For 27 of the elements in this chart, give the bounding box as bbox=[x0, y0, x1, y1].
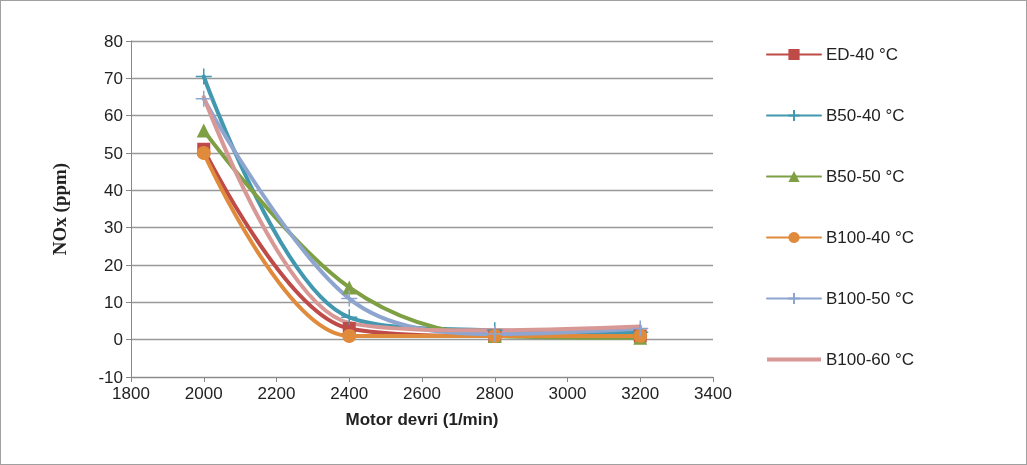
legend-label: ED-40 °C bbox=[826, 45, 898, 64]
x-tick-label: 2200 bbox=[257, 384, 296, 403]
legend-label: B50-50 °C bbox=[826, 167, 905, 186]
x-tick-label: 2400 bbox=[330, 384, 369, 403]
x-tick-label: 1800 bbox=[112, 384, 150, 403]
x-tick-label: 3000 bbox=[548, 384, 587, 403]
y-tick-label: 0 bbox=[113, 330, 123, 350]
y-axis-title: NOx (ppm) bbox=[49, 162, 71, 256]
y-tick-label: 80 bbox=[104, 31, 123, 51]
y-tick-label: 50 bbox=[104, 143, 123, 163]
y-tick-label: -10 bbox=[98, 367, 123, 387]
x-tick-label: 2000 bbox=[184, 384, 223, 403]
x-axis-title: Motor devri (1/min) bbox=[345, 410, 499, 429]
y-tick-label: 70 bbox=[104, 68, 123, 88]
legend-label: B100-40 °C bbox=[826, 228, 915, 247]
legend-label: B50-40 °C bbox=[826, 106, 905, 125]
y-tick-label: 60 bbox=[104, 106, 123, 126]
legend-label: B100-50 °C bbox=[826, 289, 915, 308]
y-tick-label: 40 bbox=[104, 180, 123, 200]
y-tick-label: 10 bbox=[104, 292, 123, 312]
x-tick-label: 3400 bbox=[694, 384, 732, 403]
x-tick-label: 3200 bbox=[621, 384, 660, 403]
x-tick-label: 2800 bbox=[475, 384, 514, 403]
x-tick-label: 2600 bbox=[403, 384, 441, 403]
y-tick-label: 20 bbox=[104, 255, 123, 275]
y-tick-label: 30 bbox=[104, 218, 123, 238]
legend-label: B100-60 °C bbox=[826, 350, 915, 369]
